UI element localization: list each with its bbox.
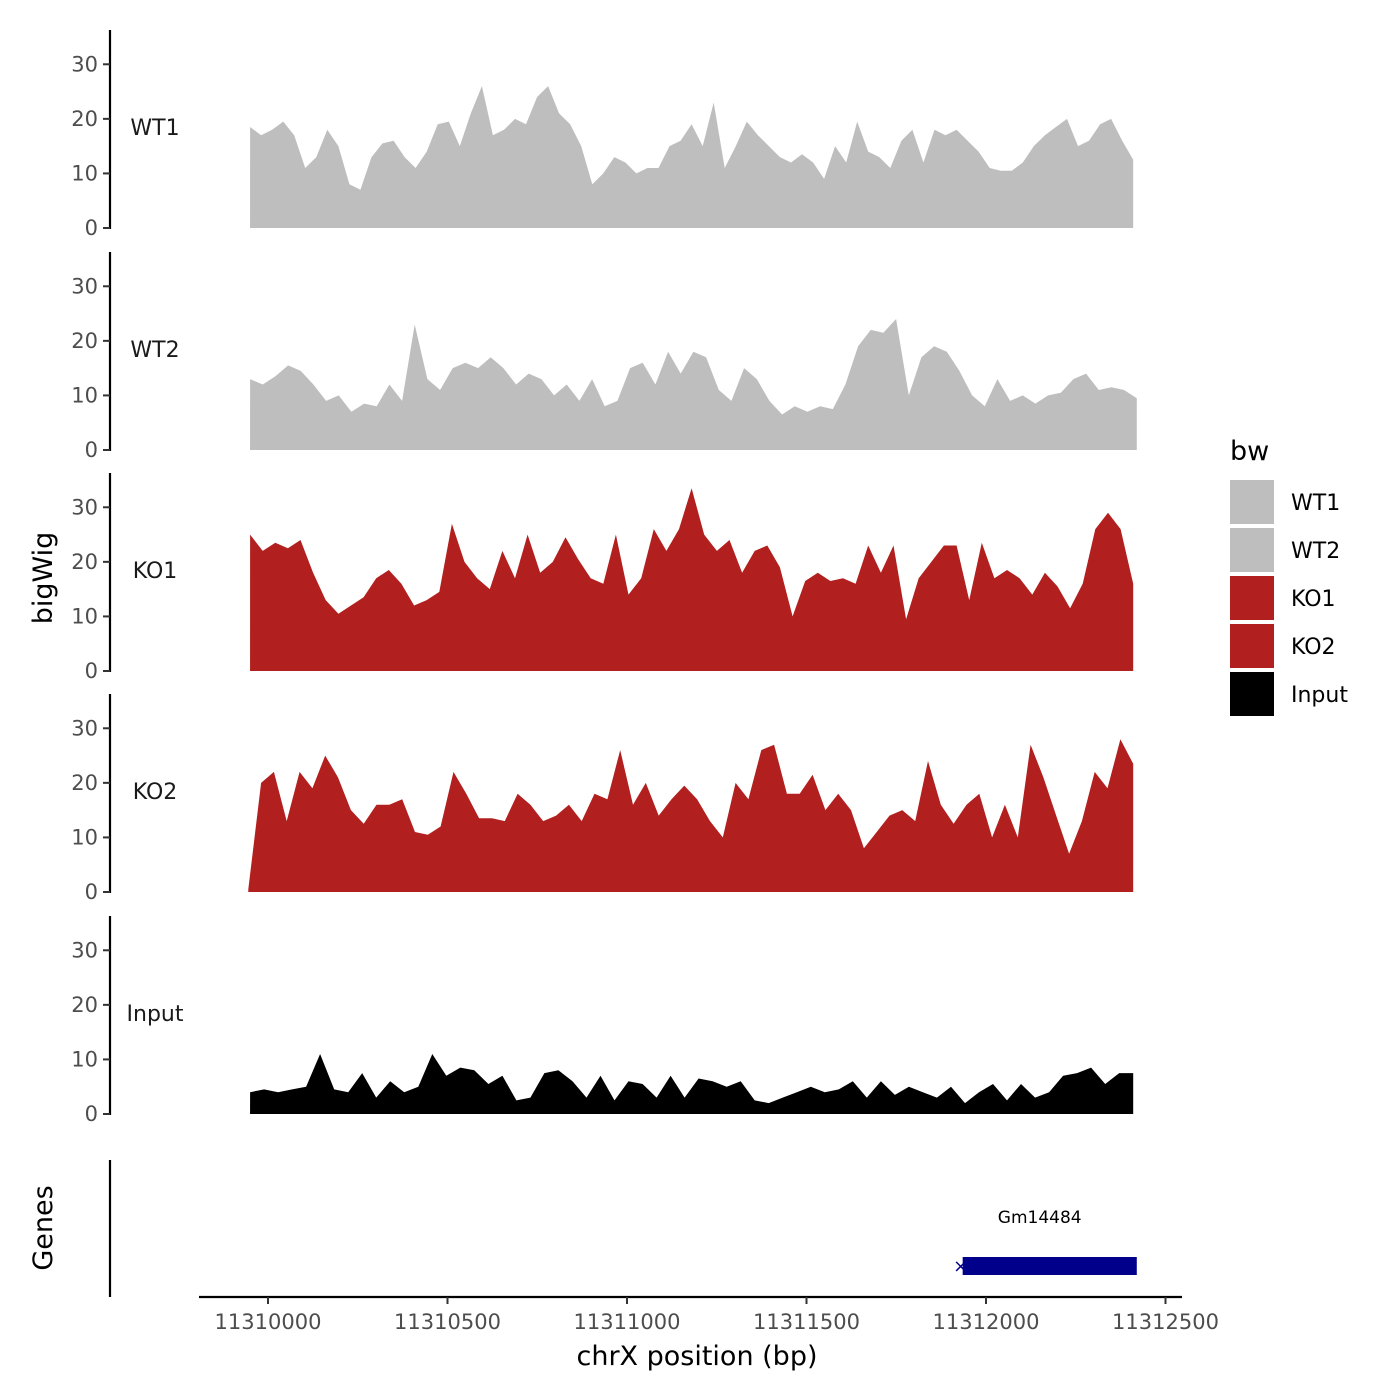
legend-swatch	[1230, 624, 1274, 668]
legend-label: WT1	[1291, 491, 1340, 516]
legend-item-input: Input	[1230, 672, 1348, 716]
y-tick-label: 20	[71, 107, 98, 131]
area-ko2	[248, 739, 1134, 892]
y-tick-label: 10	[71, 383, 98, 407]
legend-swatch	[1230, 528, 1274, 572]
y-tick-label: 20	[71, 550, 98, 574]
y-tick-label: 30	[71, 495, 98, 519]
x-axis-title: chrX position (bp)	[576, 1341, 817, 1372]
x-axis: 11310000 11310500 11311000 11311500 11312000…	[199, 1295, 1219, 1334]
track-label: KO1	[133, 559, 178, 584]
track-label: KO2	[133, 780, 178, 805]
legend: bw WT1 WT2 KO1 KO2 Input	[1230, 436, 1348, 716]
y-tick-label: 30	[71, 52, 98, 76]
x-tick-label: 11310000	[215, 1310, 322, 1334]
y-tick-label: 20	[71, 993, 98, 1017]
area-ko1	[250, 488, 1134, 671]
x-tick-label: 11311000	[574, 1310, 681, 1334]
legend-swatch	[1230, 480, 1274, 524]
y-tick-label: 0	[85, 880, 98, 904]
legend-item-ko2: KO2	[1230, 624, 1336, 668]
gene-strand-mark: ×	[953, 1256, 968, 1277]
legend-item-ko1: KO1	[1230, 576, 1336, 620]
panel-wt1: 0 10 20 30 WT1	[71, 30, 1134, 240]
y-tick-label: 30	[71, 938, 98, 962]
track-label: WT2	[130, 338, 179, 363]
y-tick-label: 0	[85, 1102, 98, 1126]
y-tick-label: 0	[85, 216, 98, 240]
x-tick-label: 11311500	[753, 1310, 860, 1334]
legend-swatch	[1230, 672, 1274, 716]
x-tick-label: 11310500	[394, 1310, 501, 1334]
track-label: Input	[127, 1002, 184, 1027]
track-panels: 0 10 20 30 WT1 0 10 20 30 WT2 0 10 20 30 KO1 0 10 20 30 KO2…	[71, 30, 1137, 1126]
y-tick-label: 0	[85, 438, 98, 462]
legend-label: WT2	[1291, 539, 1340, 564]
legend-swatch	[1230, 576, 1274, 620]
y-tick-label: 30	[71, 274, 98, 298]
y-tick-label: 0	[85, 659, 98, 683]
y-tick-label: 30	[71, 716, 98, 740]
panel-ko1: 0 10 20 30 KO1	[71, 473, 1134, 683]
track-label: WT1	[130, 116, 179, 141]
legend-item-wt1: WT1	[1230, 480, 1340, 524]
legend-item-wt2: WT2	[1230, 528, 1340, 572]
y-tick-label: 20	[71, 329, 98, 353]
gene-body	[962, 1257, 1137, 1275]
gene-label: Gm14484	[998, 1208, 1082, 1228]
panel-input: 0 10 20 30 Input	[71, 916, 1134, 1126]
y-axis-title: bigWig	[28, 532, 59, 625]
genes-axis-title: Genes	[28, 1185, 59, 1270]
y-tick-label: 10	[71, 161, 98, 185]
legend-label: KO2	[1291, 635, 1336, 660]
panel-wt2: 0 10 20 30 WT2	[71, 252, 1137, 462]
y-tick-label: 10	[71, 825, 98, 849]
x-tick-label: 11312000	[933, 1310, 1040, 1334]
legend-title: bw	[1230, 436, 1269, 467]
x-tick-label: 11312500	[1112, 1310, 1219, 1334]
area-input	[250, 1054, 1134, 1114]
legend-label: KO1	[1291, 587, 1336, 612]
genes-panel: × Gm14484	[108, 1160, 1137, 1297]
y-tick-label: 20	[71, 771, 98, 795]
y-tick-label: 10	[71, 1047, 98, 1071]
area-wt2	[250, 319, 1137, 450]
area-wt1	[250, 86, 1134, 228]
legend-label: Input	[1291, 683, 1348, 708]
panel-ko2: 0 10 20 30 KO2	[71, 694, 1134, 904]
y-tick-label: 10	[71, 604, 98, 628]
